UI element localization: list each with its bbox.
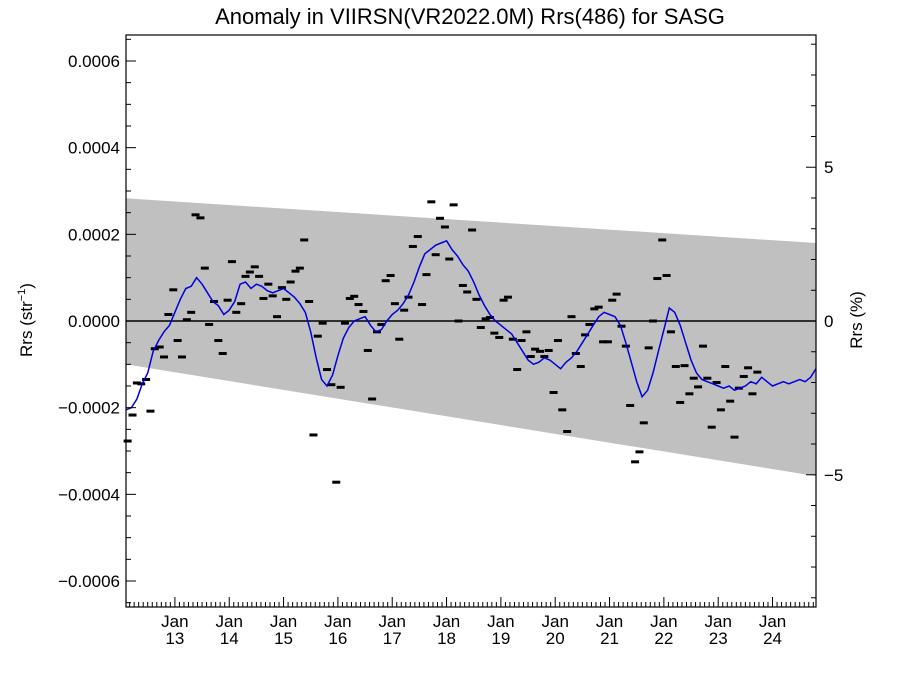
plot-area: 0.0006 0.0004 0.0002 0.0000 −0.0002 −0.0004 −0… xyxy=(58,34,843,648)
y-left-tick-label: 0.0004 xyxy=(68,139,120,158)
x-tick-label-year: 17 xyxy=(383,629,402,648)
y-left-tick-label: 0.0006 xyxy=(68,52,120,71)
x-tick-label-month: Jan xyxy=(161,612,188,631)
x-tick-label-month: Jan xyxy=(704,612,731,631)
y-right-tick-label: −5 xyxy=(824,466,843,485)
x-tick-label-year: 22 xyxy=(654,629,673,648)
x-tick-label-month: Jan xyxy=(596,612,623,631)
x-tick-label-month: Jan xyxy=(270,612,297,631)
x-tick-label-month: Jan xyxy=(433,612,460,631)
x-tick-label-year: 20 xyxy=(546,629,565,648)
x-tick-label-month: Jan xyxy=(216,612,243,631)
x-tick-label-year: 23 xyxy=(709,629,728,648)
y-left-tick-label: −0.0004 xyxy=(58,485,120,504)
x-tick-label-month: Jan xyxy=(759,612,786,631)
x-tick-label-year: 24 xyxy=(763,629,782,648)
y-right-tick-label: 5 xyxy=(824,158,833,177)
y-left-tick-label: 0.0002 xyxy=(68,225,120,244)
x-tick-label-year: 14 xyxy=(220,629,239,648)
x-tick-label-month: Jan xyxy=(487,612,514,631)
x-tick-label-month: Jan xyxy=(542,612,569,631)
x-tick-label-year: 19 xyxy=(491,629,510,648)
x-tick-label-month: Jan xyxy=(379,612,406,631)
y-left-tick-label: −0.0006 xyxy=(58,572,120,591)
y-left-tick-label: 0.0000 xyxy=(68,312,120,331)
smoothed-trend-line xyxy=(125,239,817,411)
x-tick-label-year: 15 xyxy=(274,629,293,648)
y-axis-left-label-end: ) xyxy=(17,283,36,289)
x-tick-label-year: 16 xyxy=(328,629,347,648)
x-tick-label-year: 21 xyxy=(600,629,619,648)
y-axis-left-label-sup: −1 xyxy=(16,289,28,302)
y-axis-left-label-main: Rrs (str xyxy=(17,301,36,357)
x-tick-label-year: 18 xyxy=(437,629,456,648)
x-tick-label-month: Jan xyxy=(650,612,677,631)
x-tick-label-month: Jan xyxy=(324,612,351,631)
y-axis-left-label: Rrs (str−1) xyxy=(16,283,36,357)
y-left-tick-label: −0.0002 xyxy=(58,399,120,418)
y-right-tick-label: 0 xyxy=(824,312,833,331)
y-axis-right-label: Rrs (%) xyxy=(847,291,866,349)
x-tick-label-year: 13 xyxy=(165,629,184,648)
uncertainty-band xyxy=(126,198,816,477)
chart-title: Anomaly in VIIRSN(VR2022.0M) Rrs(486) fo… xyxy=(215,4,725,29)
